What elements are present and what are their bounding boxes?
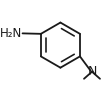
Text: N: N	[87, 65, 97, 78]
Text: H₂N: H₂N	[0, 27, 22, 40]
